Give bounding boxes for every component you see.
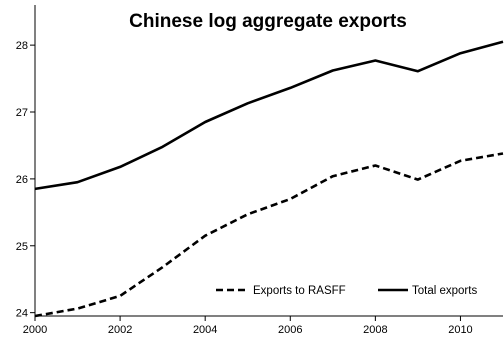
series-line-1 <box>34 152 504 318</box>
legend: Exports to RASFF Total exports <box>216 285 477 297</box>
x-tick-label: 2002 <box>108 324 132 336</box>
x-tick-label: 2008 <box>363 324 387 336</box>
series-line-2 <box>34 40 504 191</box>
y-tick-label: 24 <box>16 308 28 320</box>
legend-label: Exports to RASFF <box>253 285 346 297</box>
legend-label: Total exports <box>412 285 477 297</box>
x-tick-label: 2006 <box>278 324 302 336</box>
chart-title: Chinese log aggregate exports <box>129 11 407 32</box>
y-tick-label: 28 <box>16 40 28 52</box>
x-tick-label: 2010 <box>448 324 472 336</box>
x-tick-label: 2000 <box>23 324 47 336</box>
y-tick-label: 25 <box>16 241 28 253</box>
series-layer <box>34 40 504 318</box>
y-tick-label: 26 <box>16 174 28 186</box>
axes: 24 25 26 27 28 2000 2002 2004 2006 2008 2010 <box>16 5 503 336</box>
y-tick-label: 27 <box>16 107 28 119</box>
x-tick-label: 2004 <box>193 324 217 336</box>
